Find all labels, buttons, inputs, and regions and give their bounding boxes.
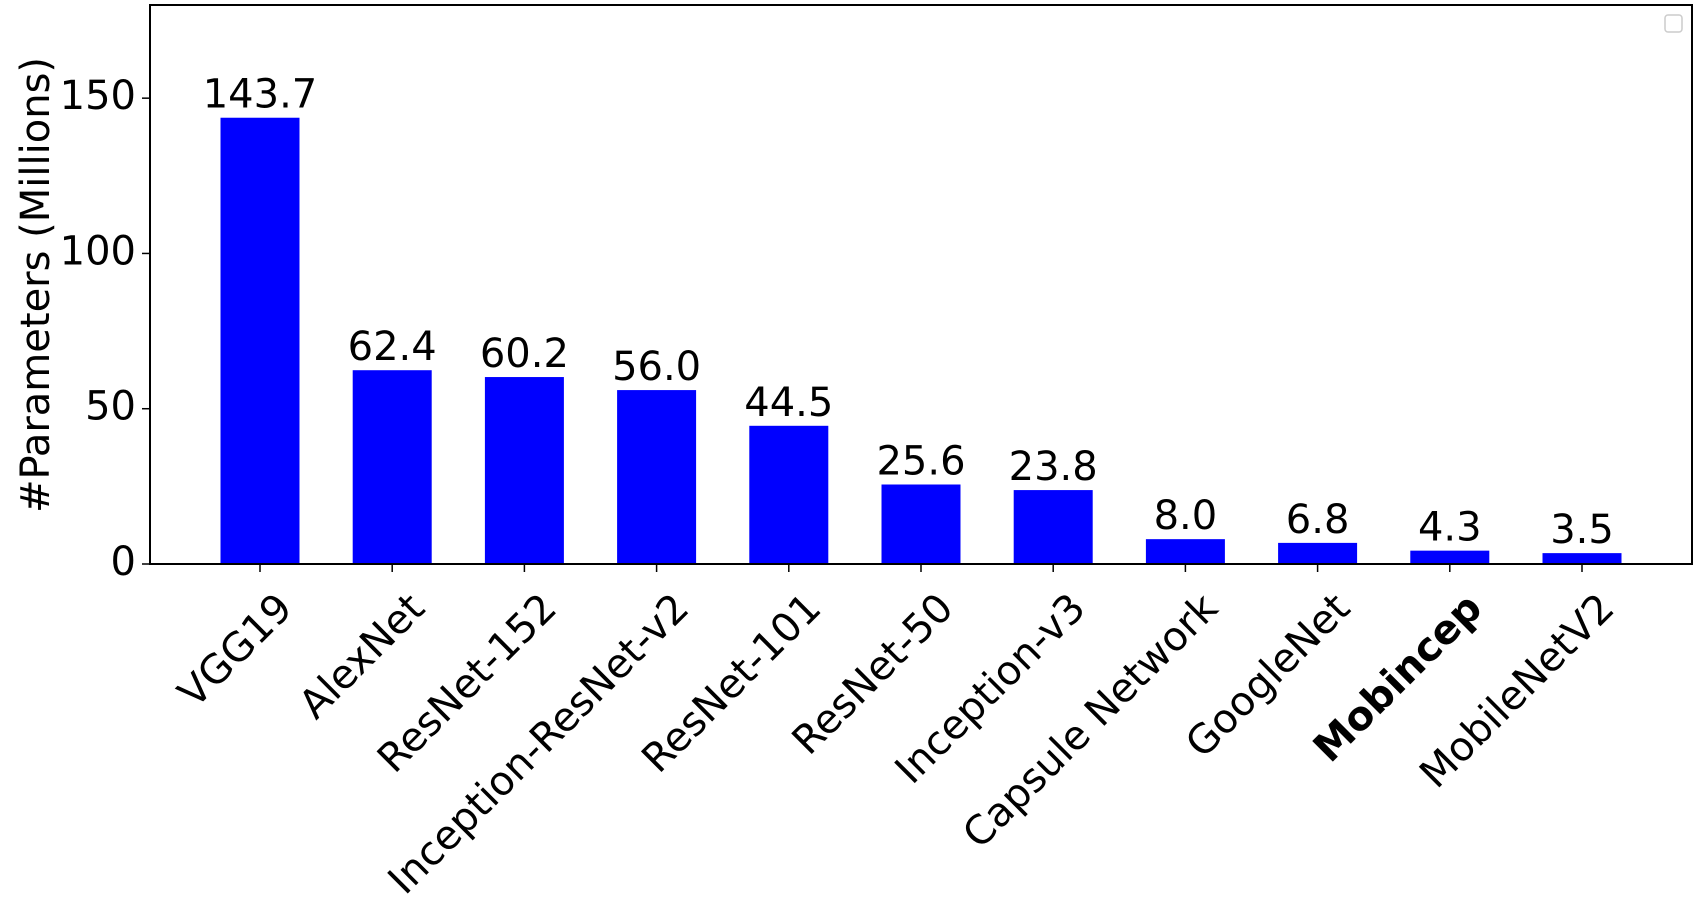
x-tick-label: VGG19 xyxy=(170,585,302,717)
y-tick-label: 0 xyxy=(111,539,136,585)
bar-capsule-network xyxy=(1145,539,1225,564)
bar-value-labels: 143.7 62.4 60.2 56.0 44.5 25.6 23.8 8.0 6.8 4.3 3.… xyxy=(203,72,1614,553)
bar-googlenet xyxy=(1278,542,1358,564)
bar-value-label: 8.0 xyxy=(1154,493,1218,539)
y-tick-label: 100 xyxy=(60,228,136,274)
y-tick-label: 50 xyxy=(85,384,136,430)
bar-inception-v3 xyxy=(1013,490,1093,564)
bar-value-label: 6.8 xyxy=(1286,497,1350,543)
bar-resnet-50 xyxy=(881,484,961,564)
bar-alexnet xyxy=(352,370,432,564)
bar-value-label: 60.2 xyxy=(480,331,569,377)
y-axis-ticks: 0 50 100 150 xyxy=(60,73,150,585)
x-axis-labels: VGG19AlexNetResNet-152Inception-ResNet-v… xyxy=(170,584,1624,903)
bar-value-label: 56.0 xyxy=(612,344,701,390)
bar-value-label: 143.7 xyxy=(203,72,318,118)
y-axis-label: #Parameters (Millions) xyxy=(13,57,59,513)
bar-mobincep xyxy=(1410,550,1490,564)
bar-value-label: 62.4 xyxy=(348,324,437,370)
bar-resnet-152 xyxy=(484,377,564,564)
bars-group xyxy=(220,117,1622,565)
bar-mobilenetv2 xyxy=(1542,553,1622,564)
bar-value-label: 23.8 xyxy=(1009,444,1098,490)
x-tick-label: Capsule Network xyxy=(954,584,1227,857)
bar-value-label: 4.3 xyxy=(1418,505,1482,551)
bar-inception-resnet-v2 xyxy=(617,390,697,564)
bar-value-label: 3.5 xyxy=(1550,507,1614,553)
bar-resnet-101 xyxy=(749,425,829,564)
bar-value-label: 25.6 xyxy=(876,438,965,484)
legend-box xyxy=(1664,14,1683,33)
x-axis-ticks xyxy=(259,564,1583,572)
bar-vgg19 xyxy=(220,117,300,565)
bar-value-label: 44.5 xyxy=(744,380,833,426)
y-tick-label: 150 xyxy=(60,73,136,119)
